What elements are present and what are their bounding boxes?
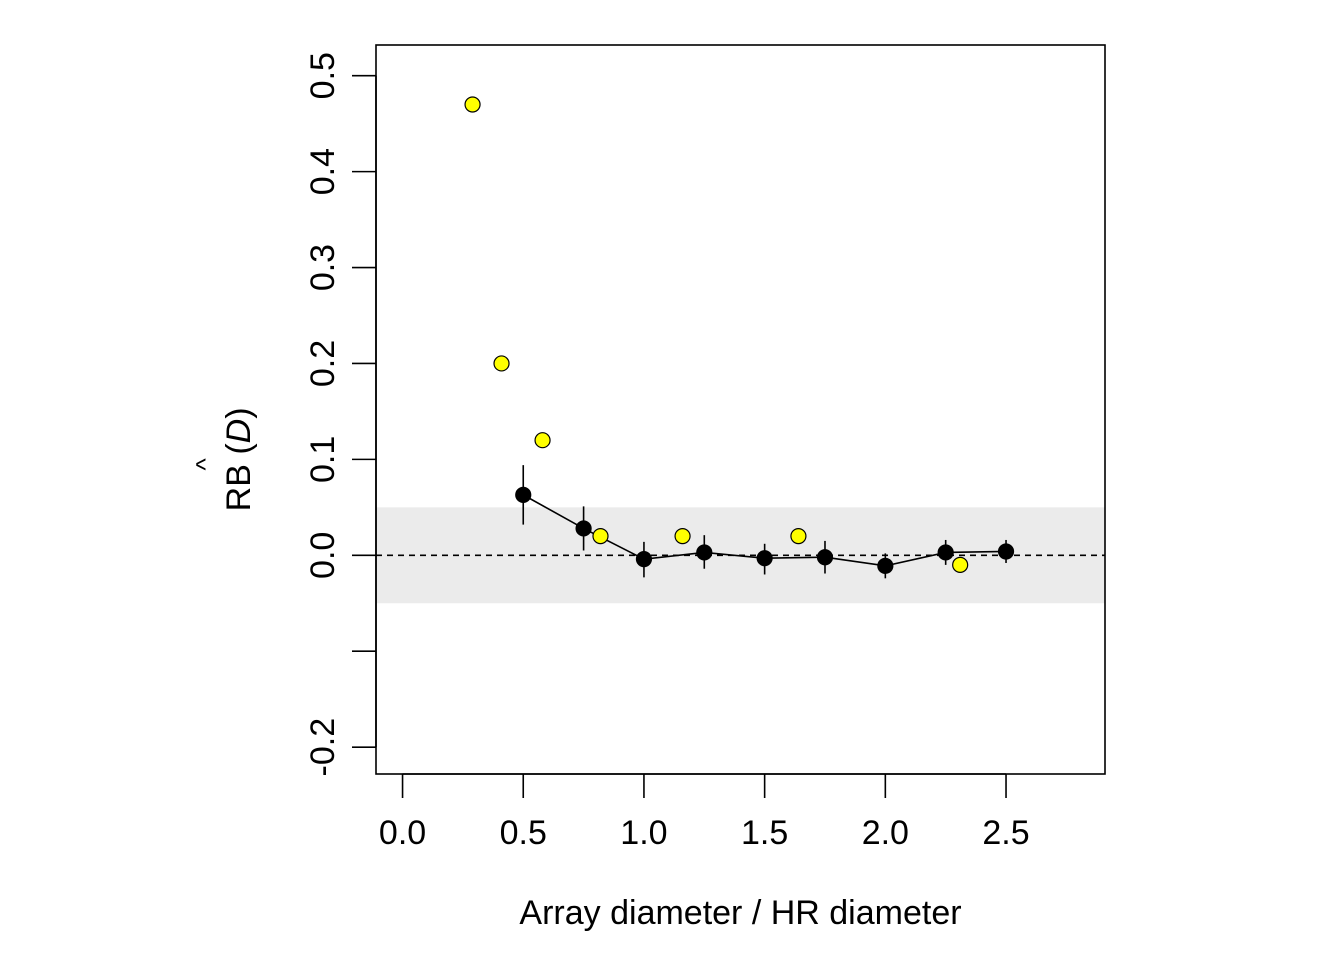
data-point xyxy=(816,549,834,566)
data-point xyxy=(877,557,894,574)
data-point xyxy=(952,556,969,573)
data-point xyxy=(756,550,773,567)
data-point xyxy=(534,432,551,449)
y-axis-title-suffix: ) xyxy=(220,407,258,418)
y-axis-title-prefix: RB ( xyxy=(220,443,258,512)
series-black xyxy=(515,465,1015,579)
data-point xyxy=(696,544,713,561)
y-axis-title-hat: ^ xyxy=(190,457,220,470)
plot-frame-layer xyxy=(375,44,1106,775)
data-point xyxy=(575,520,592,537)
y-axis-title: RB (D) ^ xyxy=(190,407,258,511)
data-point xyxy=(937,544,954,561)
x-tick-label: 1.5 xyxy=(741,814,788,852)
x-tick-label: 0.0 xyxy=(379,814,426,852)
x-axis: 0.0 0.5 1.0 1.5 2.0 2.5 xyxy=(379,773,1030,852)
y-axis: -0.2 0.0 0.1 0.2 0.3 0.4 0.5 xyxy=(304,52,377,777)
x-axis-title: Array diameter / HR diameter xyxy=(519,894,961,932)
data-point xyxy=(493,355,510,372)
data-point xyxy=(997,543,1015,560)
y-tick-label: 0.1 xyxy=(304,436,342,483)
y-tick-label: 0.4 xyxy=(304,148,342,195)
data-point xyxy=(635,551,653,568)
y-tick-label: -0.2 xyxy=(304,718,342,777)
x-tick-label: 2.0 xyxy=(862,814,909,852)
x-tick-label: 1.0 xyxy=(620,814,667,852)
x-tick-label: 2.5 xyxy=(982,814,1029,852)
y-tick-label: 0.3 xyxy=(304,244,342,291)
y-tick-label: 0.0 xyxy=(304,532,342,579)
y-tick-label: 0.2 xyxy=(304,340,342,387)
data-point xyxy=(515,486,532,503)
plot-frame xyxy=(375,44,1106,775)
data-point xyxy=(592,528,609,545)
data-point xyxy=(464,96,481,113)
y-axis-title-estimator: D xyxy=(220,419,258,444)
y-tick-label: 0.5 xyxy=(304,52,342,99)
series-yellow xyxy=(464,96,969,573)
data-point xyxy=(790,528,807,545)
x-tick-label: 0.5 xyxy=(500,814,547,852)
svg-text:RB (D): RB (D) xyxy=(220,407,258,511)
data-point xyxy=(674,528,691,545)
